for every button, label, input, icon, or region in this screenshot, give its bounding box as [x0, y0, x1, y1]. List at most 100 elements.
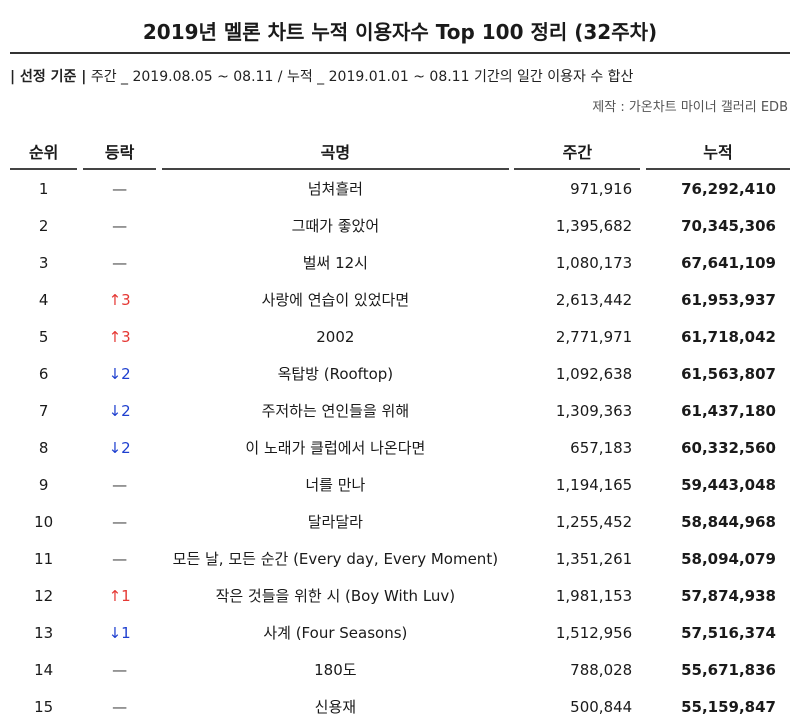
change-cell: —: [112, 512, 128, 531]
total-users-cell: 67,641,109: [681, 253, 776, 272]
song-title-cell: 모든 날, 모든 순간 (Every day, Every Moment): [172, 550, 499, 568]
total-users-cell: 61,437,180: [681, 401, 776, 420]
change-cell: —: [112, 216, 128, 235]
change-cell: —: [112, 475, 128, 494]
weekly-users-cell: 1,092,638: [555, 364, 633, 383]
table-row: 12 ↑1 작은 것들을 위한 시 (Boy With Luv) 1,981,153 5…: [10, 577, 790, 614]
weekly-users-cell: 788,028: [570, 660, 633, 679]
table-row: 2 — 그때가 좋았어 1,395,682 70,345,306: [10, 207, 790, 244]
change-cell: ↓2: [108, 364, 131, 383]
rank-cell: 7: [38, 401, 49, 420]
weekly-users-cell: 1,395,682: [555, 216, 633, 235]
table-row: 13 ↓1 사계 (Four Seasons) 1,512,956 57,516,374: [10, 614, 790, 651]
weekly-users-cell: 1,309,363: [555, 401, 633, 420]
song-title-cell: 너를 만나: [305, 476, 366, 494]
rank-cell: 8: [38, 438, 49, 457]
change-cell: —: [112, 697, 128, 716]
table-row: 7 ↓2 주저하는 연인들을 위해 1,309,363 61,437,180: [10, 392, 790, 429]
rank-cell: 6: [38, 364, 49, 383]
table-row: 3 — 벌써 12시 1,080,173 67,641,109: [10, 244, 790, 281]
change-cell: ↓2: [108, 401, 131, 420]
change-cell: —: [112, 253, 128, 272]
weekly-users-cell: 500,844: [570, 697, 633, 716]
song-title-cell: 그때가 좋았어: [291, 217, 380, 235]
song-title-cell: 주저하는 연인들을 위해: [261, 402, 410, 420]
criteria-label: | 선정 기준 |: [10, 69, 87, 85]
change-cell: ↑3: [108, 290, 131, 309]
table-row: 15 — 신용재 500,844 55,159,847: [10, 688, 790, 725]
rank-cell: 1: [38, 179, 49, 198]
total-users-cell: 61,953,937: [681, 290, 776, 309]
total-users-cell: 55,671,836: [681, 660, 776, 679]
rank-cell: 4: [38, 290, 49, 309]
weekly-users-cell: 1,080,173: [555, 253, 633, 272]
song-title-cell: 신용재: [314, 698, 357, 716]
song-title-cell: 2002: [316, 327, 355, 346]
table-row: 4 ↑3 사랑에 연습이 있었다면 2,613,442 61,953,937: [10, 281, 790, 318]
song-title-cell: 벌써 12시: [302, 254, 368, 272]
weekly-users-cell: 1,194,165: [555, 475, 633, 494]
change-cell: —: [112, 549, 128, 568]
song-title-cell: 넘쳐흘러: [307, 180, 363, 198]
total-users-cell: 58,094,079: [681, 549, 776, 568]
total-users-cell: 57,874,938: [681, 586, 776, 605]
rank-cell: 11: [34, 549, 54, 568]
table-row: 8 ↓2 이 노래가 클럽에서 나온다면 657,183 60,332,560: [10, 429, 790, 466]
rank-cell: 10: [34, 512, 54, 531]
song-title-cell: 사랑에 연습이 있었다면: [261, 291, 410, 309]
rank-cell: 12: [34, 586, 54, 605]
weekly-users-cell: 2,613,442: [555, 290, 633, 309]
total-users-cell: 58,844,968: [681, 512, 776, 531]
change-cell: ↑1: [108, 586, 131, 605]
song-title-cell: 옥탑방 (Rooftop): [277, 365, 394, 383]
total-users-cell: 61,563,807: [681, 364, 776, 383]
page-title: 2019년 멜론 차트 누적 이용자수 Top 100 정리 (32주차): [10, 12, 790, 54]
rank-cell: 2: [38, 216, 49, 235]
change-cell: ↓1: [108, 623, 131, 642]
total-users-cell: 60,332,560: [681, 438, 776, 457]
table-row: 10 — 달라달라 1,255,452 58,844,968: [10, 503, 790, 540]
weekly-users-cell: 657,183: [570, 438, 633, 457]
weekly-users-cell: 971,916: [570, 179, 633, 198]
criteria-text: 주간 _ 2019.08.05 ~ 08.11 / 누적 _ 2019.01.0…: [86, 69, 634, 85]
weekly-users-cell: 1,351,261: [555, 549, 633, 568]
total-users-cell: 55,159,847: [681, 697, 776, 716]
rank-cell: 14: [34, 660, 54, 679]
rank-cell: 13: [34, 623, 54, 642]
song-title-cell: 사계 (Four Seasons): [263, 624, 408, 642]
total-users-cell: 57,516,374: [681, 623, 776, 642]
total-users-cell: 59,443,048: [681, 475, 776, 494]
change-cell: ↓2: [108, 438, 131, 457]
ranking-table: 순위 등락 곡명 주간 누적 1 — 넘쳐흘러 971,916 76,292,410 2 —…: [10, 134, 790, 725]
song-title-cell: 작은 것들을 위한 시 (Boy With Luv): [215, 587, 456, 605]
header-rank: 순위: [10, 134, 78, 170]
weekly-users-cell: 1,255,452: [555, 512, 633, 531]
song-title-cell: 달라달라: [307, 513, 363, 531]
weekly-users-cell: 1,981,153: [555, 586, 633, 605]
table-body: 1 — 넘쳐흘러 971,916 76,292,410 2 — 그때가 좋았어 1,395,68…: [10, 170, 790, 725]
table-row: 6 ↓2 옥탑방 (Rooftop) 1,092,638 61,563,807: [10, 355, 790, 392]
rank-cell: 3: [38, 253, 49, 272]
change-cell: —: [112, 179, 128, 198]
total-users-cell: 76,292,410: [681, 179, 776, 198]
rank-cell: 15: [34, 697, 54, 716]
header-weekly: 주간: [514, 134, 641, 170]
change-cell: ↑3: [108, 327, 131, 346]
table-header-row: 순위 등락 곡명 주간 누적: [10, 134, 790, 170]
total-users-cell: 61,718,042: [681, 327, 776, 346]
song-title-cell: 180도: [314, 661, 357, 679]
header-song: 곡명: [161, 134, 509, 170]
table-row: 9 — 너를 만나 1,194,165 59,443,048: [10, 466, 790, 503]
rank-cell: 5: [38, 327, 49, 346]
weekly-users-cell: 1,512,956: [555, 623, 633, 642]
table-row: 14 — 180도 788,028 55,671,836: [10, 651, 790, 688]
source-credit: 제작 : 가온차트 마이너 갤러리 EDB: [592, 100, 788, 115]
change-cell: —: [112, 660, 128, 679]
table-row: 1 — 넘쳐흘러 971,916 76,292,410: [10, 170, 790, 207]
weekly-users-cell: 2,771,971: [555, 327, 633, 346]
header-change: 등락: [83, 134, 157, 170]
total-users-cell: 70,345,306: [681, 216, 776, 235]
song-title-cell: 이 노래가 클럽에서 나온다면: [245, 439, 426, 457]
table-row: 11 — 모든 날, 모든 순간 (Every day, Every Moment)…: [10, 540, 790, 577]
